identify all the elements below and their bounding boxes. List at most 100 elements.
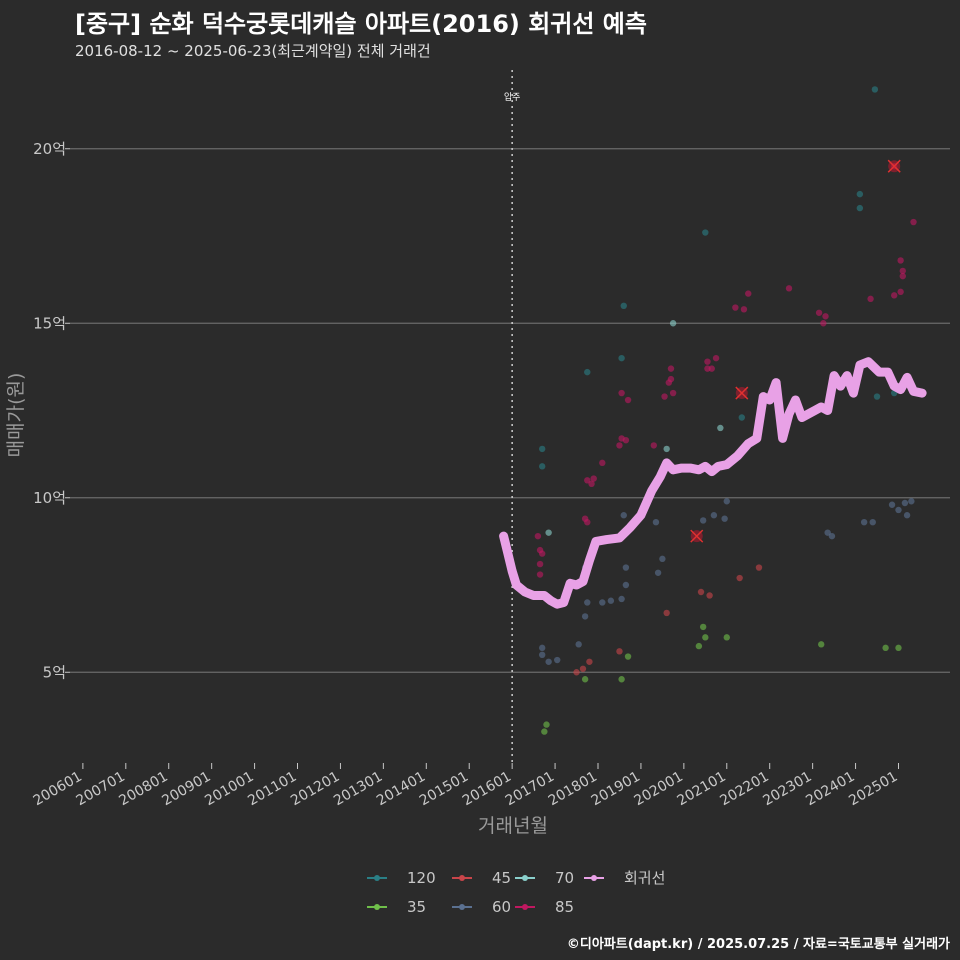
- point-85: [899, 267, 906, 275]
- x-tick-label: 201601: [460, 769, 514, 810]
- point-35: [618, 676, 625, 683]
- point-45: [736, 574, 743, 582]
- point-60: [659, 555, 666, 563]
- point-60: [554, 656, 561, 664]
- point-60: [710, 512, 718, 519]
- x-tick-label: 200801: [116, 769, 170, 810]
- legend-label: 회귀선: [624, 869, 665, 887]
- chart-subtitle: 2016-08-12 ~ 2025-06-23(최근계약일) 전체 거래건: [75, 42, 431, 60]
- x-tick-label: 202401: [803, 769, 857, 810]
- legend-item-70: 70: [515, 869, 574, 887]
- point-35: [543, 721, 550, 728]
- y-tick-label: 20억: [33, 140, 66, 158]
- point-85: [822, 313, 829, 320]
- point-85: [732, 304, 739, 311]
- point-85: [661, 393, 668, 400]
- point-85: [624, 396, 632, 404]
- x-tick-label: 202201: [717, 769, 771, 810]
- point-85: [618, 389, 625, 397]
- point-60: [652, 518, 660, 526]
- point-35: [895, 644, 902, 652]
- point-60: [584, 599, 591, 606]
- regression-line: [499, 357, 927, 609]
- y-tick-label: 10억: [33, 489, 66, 507]
- point-85: [740, 306, 748, 313]
- point-85: [536, 571, 544, 578]
- point-60: [607, 597, 615, 604]
- legend-dot: [459, 875, 465, 881]
- point-60: [723, 498, 730, 505]
- point-45: [586, 658, 593, 665]
- point-120: [738, 414, 746, 421]
- legend-label: 70: [555, 869, 574, 887]
- point-35: [723, 634, 730, 641]
- point-70: [717, 424, 724, 432]
- point-85: [667, 365, 675, 372]
- point-85: [899, 272, 906, 280]
- x-tick-label: 201301: [331, 769, 385, 810]
- point-45: [755, 564, 763, 571]
- point-120: [702, 229, 709, 236]
- x-tick-label: 201701: [503, 769, 557, 810]
- point-85: [588, 480, 595, 487]
- point-60: [828, 532, 836, 540]
- source-caption: ©디아파트(dapt.kr) / 2025.07.25 / 자료=국토교통부 실…: [566, 937, 950, 952]
- x-tick-label: 202001: [632, 769, 686, 810]
- legend-dot: [374, 904, 380, 910]
- point-85: [536, 560, 544, 568]
- x-tick-label: 201101: [245, 769, 299, 810]
- grid-lines: [70, 148, 950, 673]
- point-85: [599, 459, 606, 467]
- point-85: [897, 288, 904, 296]
- point-60: [538, 644, 546, 652]
- point-85: [785, 285, 793, 292]
- point-60: [545, 658, 552, 665]
- point-60: [538, 651, 546, 659]
- point-85: [584, 518, 591, 526]
- point-120: [618, 354, 625, 362]
- legend-dot: [459, 904, 465, 910]
- point-45: [573, 669, 580, 676]
- scatter-points: [534, 86, 917, 735]
- point-85: [910, 218, 917, 226]
- point-35: [882, 644, 889, 652]
- point-120: [856, 204, 864, 212]
- point-70: [669, 320, 677, 327]
- legend-item-35: 35: [367, 898, 426, 916]
- regression-path: [499, 357, 927, 609]
- x-tick-label: 202501: [846, 769, 900, 810]
- point-85: [622, 436, 630, 444]
- point-85: [590, 475, 597, 482]
- point-85: [667, 375, 675, 383]
- point-35: [818, 641, 825, 648]
- point-85: [867, 295, 874, 303]
- x-tick-label: 201401: [374, 769, 428, 810]
- point-35: [581, 676, 589, 683]
- point-60: [901, 499, 909, 507]
- point-120: [620, 302, 627, 310]
- point-85: [534, 532, 542, 540]
- point-60: [860, 518, 868, 526]
- point-60: [888, 501, 896, 508]
- x-tick-label: 201501: [417, 769, 471, 810]
- x-tick-label: 202301: [760, 769, 814, 810]
- x-tick-label: 201801: [546, 769, 600, 810]
- x-tick-label: 200701: [74, 769, 128, 810]
- x-tick-label: 201001: [202, 769, 256, 810]
- point-85: [820, 320, 827, 327]
- point-45: [579, 665, 587, 672]
- point-35: [624, 653, 632, 660]
- point-45: [697, 588, 705, 596]
- legend-item-85: 85: [515, 898, 574, 916]
- legend-label: 45: [492, 869, 511, 887]
- legend-label: 35: [407, 898, 426, 916]
- point-60: [620, 512, 627, 519]
- legend-dot: [591, 875, 597, 881]
- point-60: [575, 641, 582, 648]
- highlight-x: [887, 159, 901, 173]
- point-85: [745, 290, 752, 297]
- x-axis-label: 거래년월: [478, 815, 548, 837]
- point-85: [890, 292, 898, 299]
- highlight-markers: [690, 159, 901, 543]
